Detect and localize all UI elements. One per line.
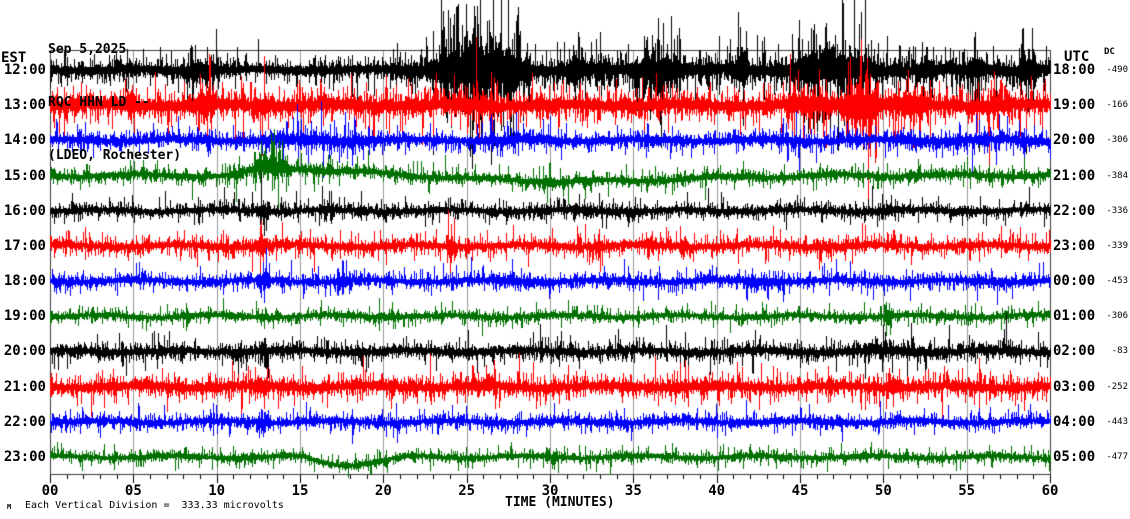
est-hour-label: 19:00	[3, 308, 46, 325]
dc-offset-value: -336	[1106, 205, 1128, 216]
x-tick-label: 40	[708, 483, 726, 499]
left-axis-title: EST	[1, 50, 27, 66]
dc-offset-value: -306	[1106, 135, 1128, 146]
dc-offset-value: -252	[1106, 381, 1128, 392]
header: Sep 5,2025 RQC HHN LD -- (LDEO, Rocheste…	[48, 4, 181, 201]
dc-offset-value: -490	[1106, 65, 1128, 75]
x-tick-label: 55	[958, 483, 976, 499]
utc-hour-label: 19:00	[1053, 97, 1096, 114]
utc-hour-label: 00:00	[1053, 273, 1096, 290]
utc-hour-label: 21:00	[1053, 167, 1096, 184]
right-axis-title: UTC	[1064, 49, 1090, 65]
x-tick-label: 50	[874, 483, 892, 499]
scale-note: Each Vertical Division = 333.33 microvol…	[25, 500, 284, 511]
utc-hour-label: 18:00	[1053, 62, 1096, 78]
est-hour-label: 18:00	[3, 273, 46, 290]
x-tick-label: 25	[458, 483, 476, 499]
est-hour-label: 13:00	[3, 97, 46, 114]
x-tick-label: 45	[791, 483, 809, 499]
header-station: RQC HHN LD --	[48, 95, 150, 110]
x-tick-label: 15	[291, 483, 309, 499]
est-hour-label: 20:00	[3, 343, 46, 360]
utc-hour-label: 05:00	[1053, 448, 1096, 465]
x-tick-label: 00	[41, 483, 59, 499]
header-date: Sep 5,2025	[48, 42, 127, 57]
x-tick-label: 60	[1041, 483, 1059, 499]
header-network: (LDEO, Rochester)	[48, 148, 182, 163]
est-hour-label: 21:00	[3, 378, 46, 395]
corner-mark: M	[7, 503, 12, 511]
x-tick-label: 10	[208, 483, 226, 499]
est-hour-label: 15:00	[3, 167, 46, 184]
dc-offset-value: -477	[1106, 451, 1128, 462]
est-hour-label: 12:00	[3, 62, 46, 78]
x-tick-label: 20	[374, 483, 392, 499]
x-tick-label: 05	[124, 483, 142, 499]
dc-offset-value: -306	[1106, 311, 1128, 322]
dc-offset-value: -453	[1106, 276, 1128, 287]
x-axis-title: TIME (MINUTES)	[505, 495, 615, 510]
est-hour-label: 17:00	[3, 237, 46, 254]
dc-offset-value: -166	[1106, 100, 1128, 111]
est-hour-label: 16:00	[3, 202, 46, 219]
x-tick-label: 35	[624, 483, 642, 499]
dc-offset-value: -83	[1111, 346, 1128, 357]
est-hour-label: 14:00	[3, 132, 46, 149]
utc-hour-label: 04:00	[1053, 413, 1096, 430]
est-hour-label: 23:00	[3, 448, 46, 465]
utc-hour-label: 23:00	[1053, 237, 1096, 254]
utc-hour-label: 03:00	[1053, 378, 1096, 395]
utc-hour-label: 22:00	[1053, 202, 1096, 219]
dc-offset-value: -339	[1106, 240, 1128, 251]
utc-hour-label: 20:00	[1053, 132, 1096, 149]
dc-offset-value: -443	[1106, 416, 1128, 427]
dc-column-title: DC	[1104, 47, 1115, 57]
dc-offset-value: -384	[1106, 170, 1128, 181]
utc-hour-label: 01:00	[1053, 308, 1096, 325]
x-tick-label: 30	[541, 483, 559, 499]
est-hour-label: 22:00	[3, 413, 46, 430]
utc-hour-label: 02:00	[1053, 343, 1096, 360]
